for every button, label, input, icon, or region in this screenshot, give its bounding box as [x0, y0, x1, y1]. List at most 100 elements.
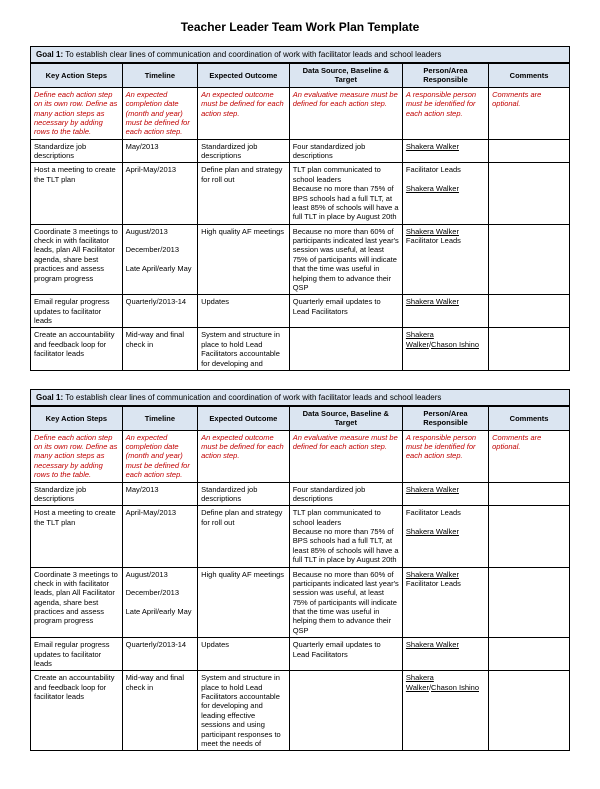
instruction-cell: Define each action step on its own row. … [31, 87, 123, 139]
table-row: Host a meeting to create the TLT planApr… [31, 506, 570, 567]
timeline-cell: May/2013 [122, 139, 197, 163]
person-cell: Shakera WalkerFacilitator Leads [402, 224, 488, 295]
goal-header: Goal 1: To establish clear lines of comm… [30, 389, 570, 406]
person-link[interactable]: Shakera Walker [406, 485, 459, 494]
column-header: Comments [489, 64, 570, 88]
comments-cell [489, 163, 570, 224]
plan-table: Key Action StepsTimelineExpected Outcome… [30, 63, 570, 371]
person-link[interactable]: Shakera Walker [406, 142, 459, 151]
data-cell: Quarterly email updates to Lead Facilita… [289, 295, 402, 328]
outcome-cell: Standardized job descriptions [198, 139, 290, 163]
comments-cell [489, 139, 570, 163]
column-header: Key Action Steps [31, 64, 123, 88]
person-link[interactable]: Shakera Walker [406, 673, 434, 691]
column-header: Person/Area Responsible [402, 64, 488, 88]
timeline-cell: Mid-way and final check in [122, 671, 197, 751]
comments-cell [489, 671, 570, 751]
timeline-cell: August/2013December/2013Late April/early… [122, 224, 197, 295]
goal-text: To establish clear lines of communicatio… [65, 50, 441, 59]
table-row: Coordinate 3 meetings to check in with f… [31, 224, 570, 295]
instruction-cell: Comments are optional. [489, 87, 570, 139]
action-cell: Email regular progress updates to facili… [31, 295, 123, 328]
outcome-cell: System and structure in place to hold Le… [198, 328, 290, 371]
person-link[interactable]: Shakera Walker [406, 184, 459, 193]
outcome-cell: Standardized job descriptions [198, 482, 290, 506]
data-cell: Because no more than 60% of participants… [289, 567, 402, 638]
page-title: Teacher Leader Team Work Plan Template [30, 20, 570, 34]
comments-cell [489, 224, 570, 295]
outcome-cell: Updates [198, 295, 290, 328]
person-cell: Shakera Walker/Chason Ishino [402, 328, 488, 371]
column-header: Key Action Steps [31, 406, 123, 430]
person-cell: Facilitator LeadsShakera Walker [402, 506, 488, 567]
goal-section: Goal 1: To establish clear lines of comm… [30, 389, 570, 751]
instruction-cell: A responsible person must be identified … [402, 87, 488, 139]
timeline-cell: Quarterly/2013-14 [122, 295, 197, 328]
instruction-cell: An expected completion date (month and y… [122, 87, 197, 139]
person-link[interactable]: Shakera Walker [406, 330, 434, 348]
instruction-row: Define each action step on its own row. … [31, 87, 570, 139]
person-link[interactable]: Shakera Walker [406, 227, 459, 236]
data-cell: Four standardized job descriptions [289, 482, 402, 506]
column-header: Timeline [122, 406, 197, 430]
outcome-cell: Updates [198, 638, 290, 671]
outcome-cell: High quality AF meetings [198, 224, 290, 295]
goal-label: Goal 1: [36, 50, 63, 59]
person-cell: Shakera Walker [402, 139, 488, 163]
person-link[interactable]: Shakera Walker [406, 570, 459, 579]
action-cell: Standardize job descriptions [31, 139, 123, 163]
action-cell: Create an accountability and feedback lo… [31, 328, 123, 371]
table-header-row: Key Action StepsTimelineExpected Outcome… [31, 406, 570, 430]
timeline-cell: Quarterly/2013-14 [122, 638, 197, 671]
comments-cell [489, 567, 570, 638]
table-row: Standardize job descriptionsMay/2013Stan… [31, 139, 570, 163]
person-link[interactable]: Shakera Walker [406, 297, 459, 306]
goal-label: Goal 1: [36, 393, 63, 402]
outcome-cell: High quality AF meetings [198, 567, 290, 638]
person-cell: Shakera Walker [402, 638, 488, 671]
column-header: Expected Outcome [198, 64, 290, 88]
data-cell: TLT plan communicated to school leadersB… [289, 506, 402, 567]
comments-cell [489, 328, 570, 371]
person-cell: Shakera WalkerFacilitator Leads [402, 567, 488, 638]
data-cell: Because no more than 60% of participants… [289, 224, 402, 295]
timeline-cell: May/2013 [122, 482, 197, 506]
action-cell: Host a meeting to create the TLT plan [31, 506, 123, 567]
comments-cell [489, 482, 570, 506]
person-link[interactable]: Chason Ishino [431, 683, 479, 692]
comments-cell [489, 638, 570, 671]
column-header: Timeline [122, 64, 197, 88]
action-cell: Create an accountability and feedback lo… [31, 671, 123, 751]
goal-text: To establish clear lines of communicatio… [65, 393, 441, 402]
action-cell: Coordinate 3 meetings to check in with f… [31, 567, 123, 638]
table-header-row: Key Action StepsTimelineExpected Outcome… [31, 64, 570, 88]
goal-section: Goal 1: To establish clear lines of comm… [30, 46, 570, 371]
person-cell: Shakera Walker [402, 482, 488, 506]
timeline-cell: Mid-way and final check in [122, 328, 197, 371]
table-row: Coordinate 3 meetings to check in with f… [31, 567, 570, 638]
table-row: Host a meeting to create the TLT planApr… [31, 163, 570, 224]
person-cell: Shakera Walker/Chason Ishino [402, 671, 488, 751]
table-row: Create an accountability and feedback lo… [31, 328, 570, 371]
instruction-cell: Define each action step on its own row. … [31, 430, 123, 482]
comments-cell [489, 506, 570, 567]
action-cell: Standardize job descriptions [31, 482, 123, 506]
goal-header: Goal 1: To establish clear lines of comm… [30, 46, 570, 63]
data-cell: Quarterly email updates to Lead Facilita… [289, 638, 402, 671]
column-header: Person/Area Responsible [402, 406, 488, 430]
data-cell [289, 671, 402, 751]
comments-cell [489, 295, 570, 328]
action-cell: Email regular progress updates to facili… [31, 638, 123, 671]
instruction-cell: An evaluative measure must be defined fo… [289, 430, 402, 482]
column-header: Data Source, Baseline & Target [289, 406, 402, 430]
outcome-cell: System and structure in place to hold Le… [198, 671, 290, 751]
timeline-cell: April-May/2013 [122, 163, 197, 224]
person-link[interactable]: Chason Ishino [431, 340, 479, 349]
table-row: Email regular progress updates to facili… [31, 638, 570, 671]
instruction-row: Define each action step on its own row. … [31, 430, 570, 482]
action-cell: Host a meeting to create the TLT plan [31, 163, 123, 224]
person-link[interactable]: Shakera Walker [406, 527, 459, 536]
sections-container: Goal 1: To establish clear lines of comm… [30, 46, 570, 751]
outcome-cell: Define plan and strategy for roll out [198, 163, 290, 224]
person-link[interactable]: Shakera Walker [406, 640, 459, 649]
